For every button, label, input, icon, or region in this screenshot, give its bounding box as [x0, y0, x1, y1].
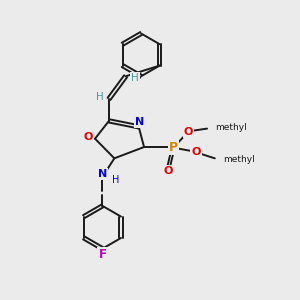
Text: H: H [112, 175, 119, 185]
Text: H: H [131, 73, 138, 83]
Text: methyl: methyl [215, 123, 247, 132]
Text: O: O [164, 166, 173, 176]
Text: N: N [135, 117, 144, 127]
Text: N: N [98, 169, 107, 179]
Text: O: O [184, 127, 193, 137]
Text: O: O [191, 147, 201, 158]
Text: methyl: methyl [223, 155, 255, 164]
Text: P: P [169, 140, 178, 154]
Text: F: F [98, 248, 106, 261]
Text: O: O [84, 132, 93, 142]
Text: H: H [96, 92, 104, 102]
